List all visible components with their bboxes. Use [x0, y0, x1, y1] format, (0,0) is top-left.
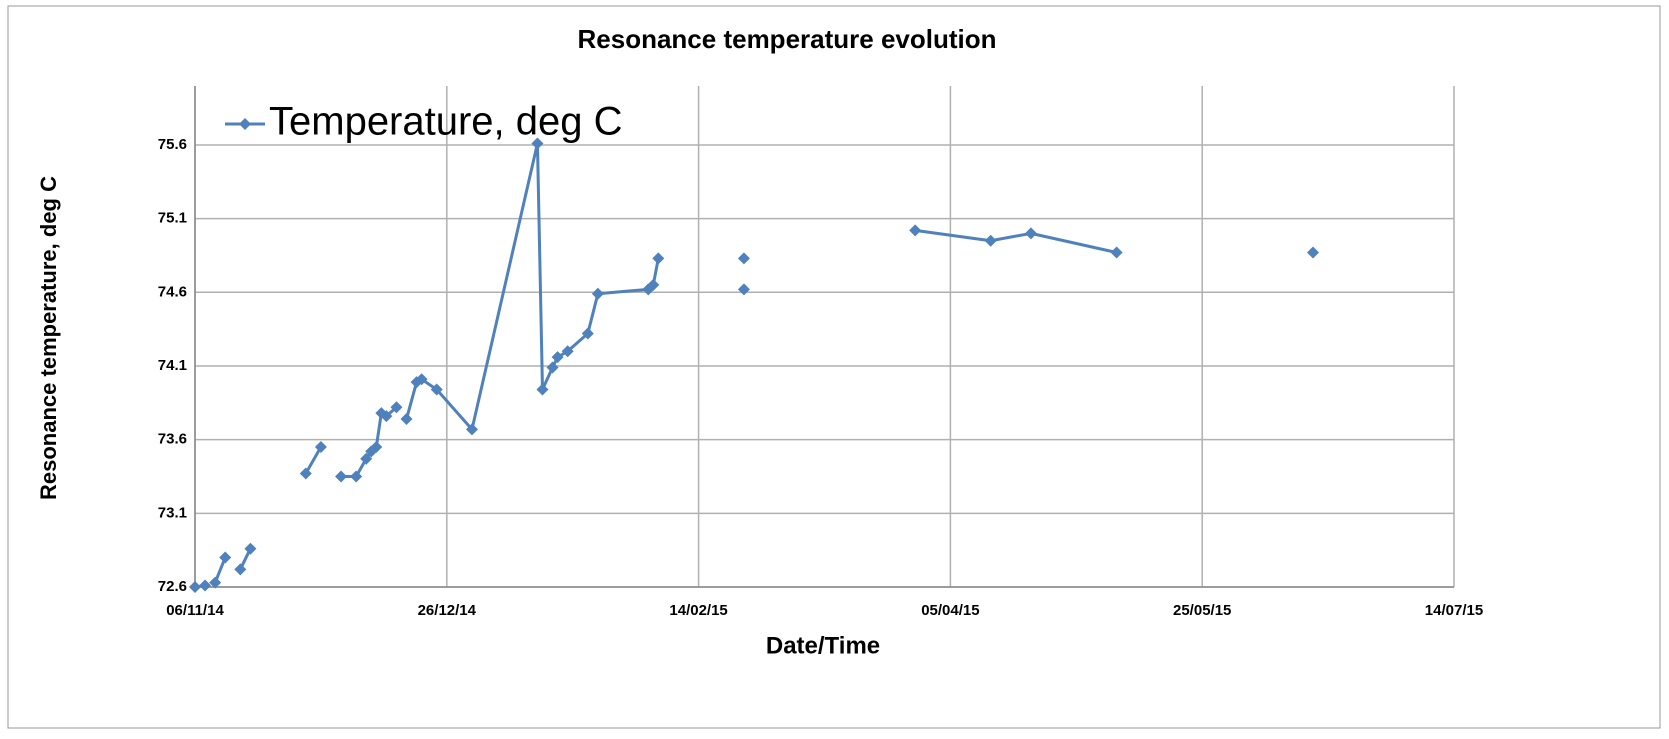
data-point — [546, 361, 559, 374]
legend-marker — [239, 118, 251, 130]
x-tick-label: 06/11/14 — [166, 602, 224, 619]
y-tick-label: 74.1 — [158, 357, 187, 374]
data-point — [234, 563, 247, 576]
data-point — [591, 287, 604, 300]
chart-border — [7, 5, 1661, 729]
y-axis-label: Resonance temperature, deg C — [36, 176, 61, 500]
y-tick-label: 75.1 — [158, 210, 187, 227]
x-tick-label: 26/12/14 — [418, 602, 477, 619]
y-tick-label: 73.1 — [158, 504, 187, 521]
data-point — [737, 252, 750, 265]
data-point — [244, 542, 257, 555]
data-point — [561, 345, 574, 358]
data-point — [390, 401, 403, 414]
y-tick-label: 72.6 — [158, 578, 187, 595]
data-point — [219, 551, 232, 564]
data-point — [430, 383, 443, 396]
data-point — [1024, 227, 1037, 240]
data-point — [350, 470, 363, 483]
data-point — [551, 351, 564, 364]
y-tick-label: 73.6 — [158, 431, 187, 448]
data-point — [1306, 246, 1319, 259]
data-point — [1110, 246, 1123, 259]
y-tick-label: 74.6 — [158, 283, 187, 300]
data-point — [415, 373, 428, 386]
data-point — [360, 452, 373, 465]
data-point — [370, 441, 383, 454]
data-point — [209, 576, 222, 589]
data-point — [737, 283, 750, 296]
data-point — [189, 581, 201, 593]
chart-title: Resonance temperature evolution — [578, 24, 997, 54]
data-point — [400, 413, 413, 426]
x-tick-label: 14/07/15 — [1425, 602, 1483, 619]
data-point — [581, 327, 594, 340]
data-point — [536, 383, 549, 396]
data-point — [909, 224, 922, 237]
series-line — [914, 228, 1117, 254]
x-tick-label: 05/04/15 — [921, 602, 979, 619]
data-point — [465, 423, 478, 436]
x-tick-label: 25/05/15 — [1173, 602, 1231, 619]
x-tick-label: 14/02/15 — [669, 602, 727, 619]
series-line — [304, 446, 323, 475]
data-point — [299, 467, 312, 480]
data-point — [335, 470, 348, 483]
y-tick-label: 75.6 — [158, 136, 187, 153]
data-point — [652, 252, 665, 265]
data-point — [199, 579, 212, 592]
data-point — [314, 441, 327, 454]
x-axis-label: Date/Time — [766, 632, 880, 659]
data-point — [531, 137, 544, 150]
data-point — [647, 278, 660, 291]
data-point — [984, 234, 997, 247]
data-point — [380, 410, 393, 423]
legend-label: Temperature, deg C — [269, 100, 623, 144]
